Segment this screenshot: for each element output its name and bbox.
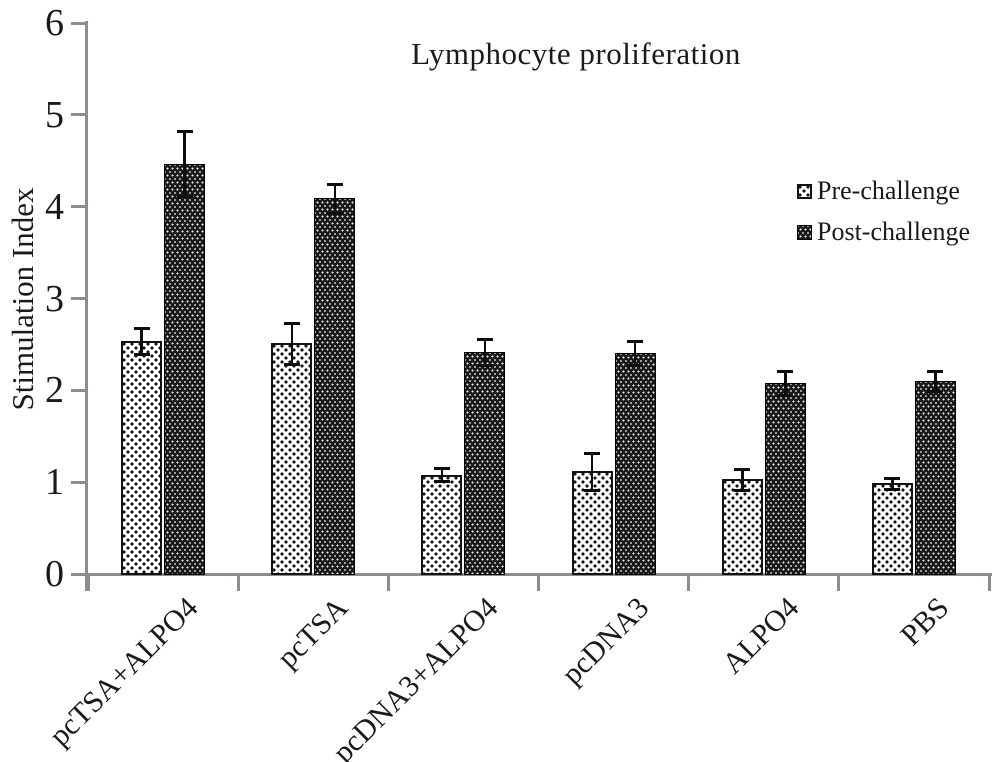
error-bar-cap-top [176,130,193,134]
error-bar-cap-bottom [927,390,944,394]
post-challenge-bar [764,382,806,575]
error-bar-line [140,327,143,354]
x-axis-tick [687,575,691,591]
post-challenge-bar [614,352,656,575]
x-axis-tick [987,575,991,591]
error-bar-line [891,477,894,489]
legend-label-post-challenge: Post-challenge [817,217,971,246]
y-tick-label: 0 [45,553,64,595]
error-bar-cap-bottom [133,352,150,356]
error-bar-line [333,183,336,214]
error-bar-cap-top [283,322,300,326]
y-axis-tick [71,21,85,25]
post-challenge-bar [464,351,506,575]
error-bar-cap-top [326,182,343,186]
error-bar-cap-top [627,339,644,343]
error-bar-cap-bottom [433,480,450,484]
legend-item-post-challenge: Post-challenge [797,217,970,247]
y-tick-label: 5 [45,93,64,136]
error-bar-cap-top [927,370,944,374]
error-bar-line [590,452,594,490]
error-bar-line [784,371,787,395]
error-bar-line [934,371,937,392]
error-bar-cap-bottom [476,363,493,367]
error-bar-cap-top [476,337,493,341]
y-axis-tick [71,480,85,484]
error-bar-line [440,468,444,482]
y-axis-tick [71,113,85,117]
error-bar-cap-top [884,476,901,480]
error-bar-cap-bottom [326,212,343,216]
pre-challenge-bar [271,343,313,575]
x-axis-tick [537,575,540,591]
error-bar-cap-bottom [283,362,300,366]
pre-challenge-bar [121,340,163,575]
error-bar-cap-top [734,468,751,472]
y-axis-line [85,21,88,591]
y-tick-label: 4 [45,185,64,228]
x-axis-line [71,573,992,576]
y-axis-tick [71,388,85,392]
error-bar-line [183,131,186,196]
legend-item-pre-challenge: Pre-challenge [797,176,970,206]
post-challenge-bar [314,198,356,575]
y-tick-label: 3 [45,277,64,320]
pre-challenge-bar [721,479,763,575]
legend-label-pre-challenge: Pre-challenge [817,176,960,205]
error-bar-line [741,469,744,490]
x-category-label: pcTSA+ALPO4 [43,591,205,753]
pre-challenge-bar [421,474,463,575]
error-bar-line [483,338,487,365]
y-axis-tick [71,297,85,300]
post-challenge-bar [164,163,206,575]
legend: Pre-challenge Post-challenge [797,176,970,258]
error-bar-cap-bottom [627,363,644,367]
y-tick-label: 1 [45,461,64,504]
x-axis-tick [386,575,390,591]
error-bar-cap-top [777,370,794,374]
error-bar-cap-bottom [777,393,794,397]
error-bar-line [633,340,637,365]
post-challenge-swatch-icon [797,224,812,240]
x-axis-tick [837,575,841,591]
y-tick-label: 6 [45,2,64,44]
pre-challenge-bar [871,483,913,575]
chart-title: Lymphocyte proliferation [411,36,741,71]
error-bar-cap-bottom [176,194,193,198]
y-axis-tick [71,205,85,209]
error-bar-cap-bottom [884,487,901,491]
pre-challenge-swatch-icon [797,183,812,199]
y-axis-tick [71,572,85,576]
error-bar-line [290,323,293,364]
post-challenge-bar [914,381,956,575]
x-axis-tick [236,575,240,591]
error-bar-cap-top [133,326,150,330]
error-bar-cap-bottom [584,488,601,492]
error-bar-cap-top [584,451,601,455]
x-axis-tick [86,575,90,591]
y-tick-label: 2 [45,369,64,412]
error-bar-cap-top [433,467,450,471]
error-bar-cap-bottom [734,488,751,492]
